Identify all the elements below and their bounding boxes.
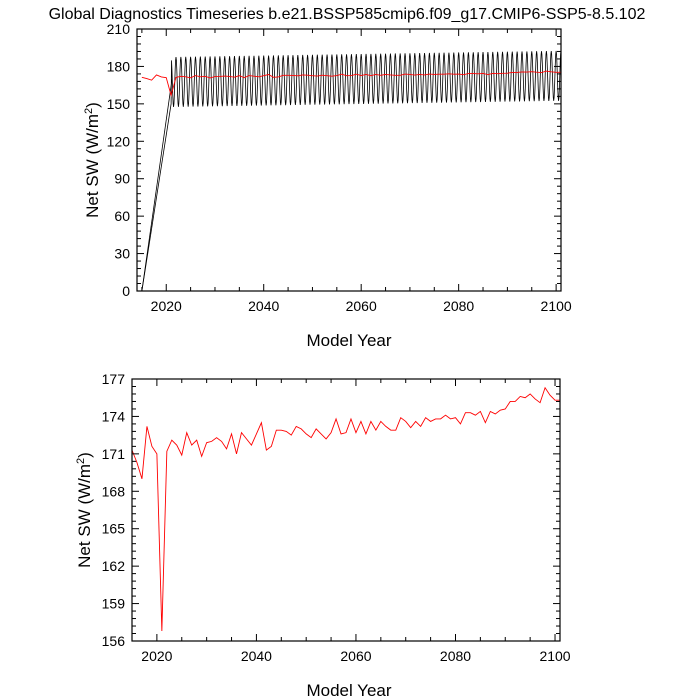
y-tick-label: 156 <box>102 633 126 649</box>
x-tick-label: 2080 <box>440 648 471 664</box>
x-tick-label: 2080 <box>443 298 474 314</box>
y-tick-label: 180 <box>107 58 131 74</box>
figure-title: Global Diagnostics Timeseries b.e21.BSSP… <box>49 6 646 23</box>
x-tick-label: 2100 <box>541 298 572 314</box>
y-tick-label: 159 <box>102 596 126 612</box>
bottom-y-axis-title: Net SW (W/m2) <box>75 452 94 568</box>
top-x-axis-title: Model Year <box>306 331 391 350</box>
x-tick-label: 2060 <box>340 648 371 664</box>
y-tick-label: 210 <box>107 21 131 37</box>
y-tick-label: 162 <box>102 558 126 574</box>
y-tick-label: 30 <box>114 246 130 262</box>
bottom-plot-area: 2020 2040 2060 2080 2100 156 159 162 165 168 171 17… <box>102 371 571 664</box>
bottom-panel: 2020 2040 2060 2080 2100 156 159 162 165 168 171 17… <box>75 371 571 700</box>
plot-frame <box>131 378 561 642</box>
x-tick-label: 2040 <box>241 648 272 664</box>
x-tick-label: 2100 <box>539 648 570 664</box>
monthly-ramp-line <box>141 78 173 292</box>
y-tick-label: 150 <box>107 96 131 112</box>
monthly-series-line <box>141 50 562 292</box>
x-tick-label: 2020 <box>151 298 182 314</box>
top-panel: 2020 2040 2060 2080 21000306090120150180210 … <box>83 21 572 350</box>
bottom-x-axis-title: Model Year <box>306 681 391 700</box>
x-tick-label: 2060 <box>346 298 377 314</box>
x-tick-label: 2040 <box>248 298 279 314</box>
y-tick-label: 0 <box>122 283 130 299</box>
y-tick-label: 165 <box>102 521 126 537</box>
y-tick-label: 174 <box>102 408 126 424</box>
y-tick-label: 90 <box>114 171 130 187</box>
plot-frame <box>136 28 562 292</box>
top-y-axis-title: Net SW (W/m2) <box>83 102 102 218</box>
x-tick-label: 2020 <box>141 648 172 664</box>
top-plot-area: 2020 2040 2060 2080 2100 0 30 60 90 120 150 180 210 <box>107 21 572 314</box>
y-tick-label: 120 <box>107 133 131 149</box>
annual-mean-line <box>131 386 560 632</box>
y-tick-label: 60 <box>114 208 130 224</box>
annual-mean-line <box>141 70 561 98</box>
y-tick-label: 168 <box>102 483 126 499</box>
y-tick-label: 171 <box>102 446 126 462</box>
y-tick-label: 177 <box>102 371 126 387</box>
